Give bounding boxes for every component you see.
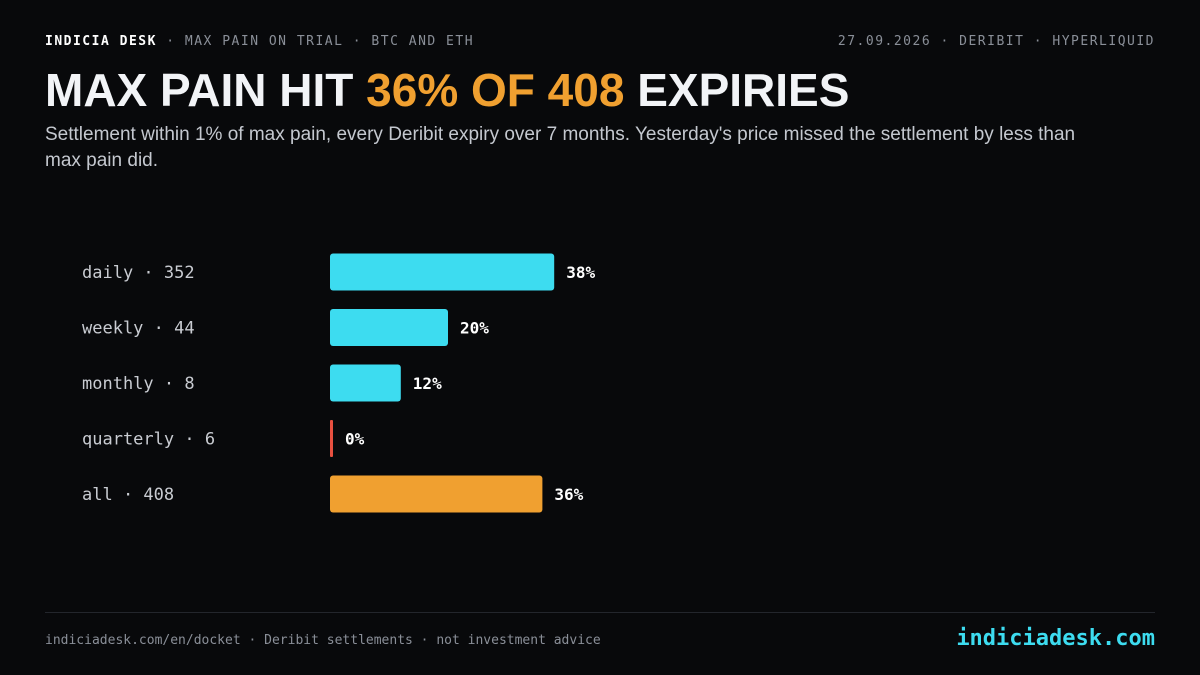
value-label: 36% bbox=[554, 485, 583, 504]
footer-divider bbox=[45, 612, 1155, 613]
headline-accent: 36% OF 408 bbox=[366, 64, 625, 116]
date-and-venues: 27.09.2026 · DERIBIT · HYPERLIQUID bbox=[837, 34, 1155, 49]
category-label: weekly · 44 bbox=[82, 319, 195, 339]
top-bar: INDICIA DESK · MAX PAIN ON TRIAL · BTC A… bbox=[45, 34, 1155, 52]
category-label: quarterly · 6 bbox=[82, 430, 215, 450]
footer-site-link[interactable]: indiciadesk.com bbox=[956, 626, 1155, 651]
bar bbox=[330, 475, 543, 513]
bar bbox=[330, 253, 555, 291]
footer-source: indiciadesk.com/en/docket · Deribit sett… bbox=[45, 633, 601, 648]
subtitle: Settlement within 1% of max pain, every … bbox=[45, 124, 1076, 171]
bar bbox=[330, 309, 448, 346]
bar bbox=[330, 364, 401, 402]
bar bbox=[330, 420, 333, 457]
series-tagline: · MAX PAIN ON TRIAL · BTC AND ETH bbox=[156, 34, 475, 49]
value-label: 0% bbox=[345, 430, 365, 449]
headline-pre: MAX PAIN HIT bbox=[45, 64, 367, 116]
value-label: 20% bbox=[460, 319, 489, 338]
headline-post: EXPIRIES bbox=[624, 64, 850, 116]
category-label: all · 408 bbox=[82, 485, 174, 505]
value-label: 12% bbox=[413, 374, 442, 393]
hit-rate-bar-chart: daily · 352 38% weekly · 44 20% monthly · 8 1… bbox=[82, 253, 595, 513]
category-label: monthly · 8 bbox=[82, 374, 195, 394]
headline: MAX PAIN HIT 36% OF 408 EXPIRIES bbox=[45, 62, 849, 118]
top-bar-left: INDICIA DESK · MAX PAIN ON TRIAL · BTC A… bbox=[45, 34, 474, 49]
category-label: daily · 352 bbox=[82, 263, 195, 283]
value-label: 38% bbox=[566, 263, 595, 282]
brand-name: INDICIA DESK bbox=[45, 34, 157, 49]
